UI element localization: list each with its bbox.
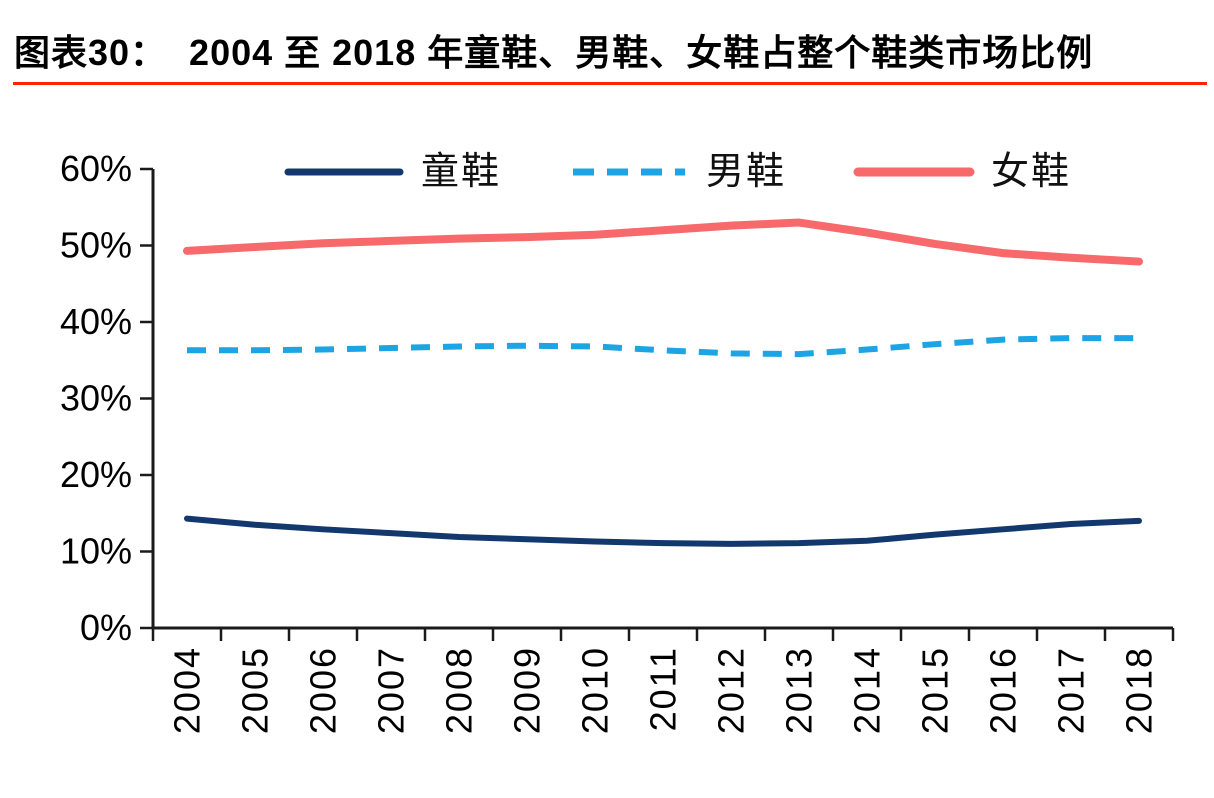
x-tick-label: 2010 (574, 646, 615, 734)
legend-item-womens-shoes: 女鞋 (853, 150, 1071, 194)
x-axis: 2004 2005 2006 2007 2008 2009 2010 2011 2012 2013… (151, 628, 1175, 734)
y-tick-label: 30% (60, 378, 132, 419)
y-tick-label: 20% (60, 454, 132, 495)
y-tick-label: 10% (60, 531, 132, 572)
x-tick-label: 2008 (438, 646, 479, 734)
legend-label-mens-shoes: 男鞋 (706, 151, 787, 193)
axes (151, 169, 1173, 630)
x-tick-label: 2016 (982, 646, 1023, 734)
x-tick-label: 2004 (166, 646, 207, 734)
legend-label-womens-shoes: 女鞋 (991, 151, 1072, 193)
womens-shoes-line-sample-icon (853, 167, 975, 177)
y-tick-label: 50% (60, 225, 132, 266)
x-tick-label: 2014 (846, 646, 887, 734)
y-axis: 0% 10% 20% 30% 40% 50% 60% (60, 148, 153, 648)
y-tick-label: 60% (60, 148, 132, 189)
legend-item-mens-shoes: 男鞋 (568, 150, 786, 194)
title-underline (13, 82, 1207, 85)
x-tick-label: 2011 (642, 646, 683, 731)
x-tick-label: 2006 (302, 646, 343, 734)
x-tick-label: 2018 (1118, 646, 1159, 734)
x-tick-label: 2017 (1050, 646, 1091, 734)
page-title: 图表30： 2004 至 2018 年童鞋、男鞋、女鞋占整个鞋类市场比例 (14, 32, 1094, 73)
series-womens-shoes-line (183, 218, 1143, 266)
x-tick-label: 2013 (778, 646, 819, 734)
series-mens-shoes-line (187, 335, 1139, 358)
x-tick-label: 2012 (710, 646, 751, 734)
x-tick-label: 2007 (370, 646, 411, 734)
x-tick-label: 2015 (914, 646, 955, 734)
y-tick-label: 0% (80, 607, 132, 648)
y-tick-label: 40% (60, 301, 132, 342)
x-tick-label: 2005 (234, 646, 275, 734)
legend-label-kids-shoes: 童鞋 (421, 151, 502, 193)
x-tick-label: 2009 (506, 646, 547, 734)
mens-shoes-dashed-line-sample-icon (573, 168, 685, 176)
legend-item-kids-shoes: 童鞋 (283, 150, 501, 194)
series-kids-shoes-line (184, 515, 1142, 547)
kids-shoes-line-sample-icon (284, 168, 404, 176)
